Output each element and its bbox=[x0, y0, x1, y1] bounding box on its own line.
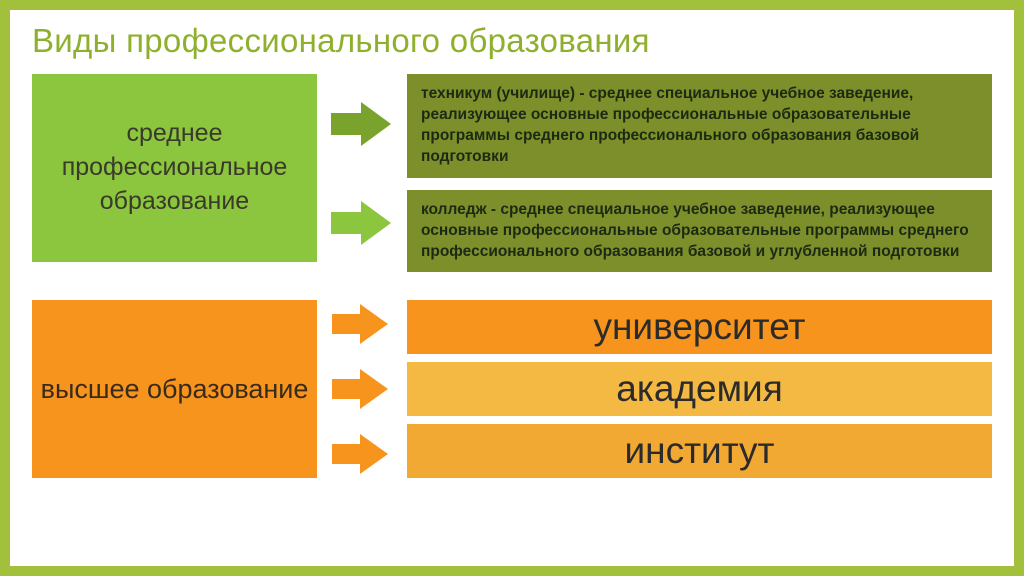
sec1-right-column: техникум (училище) - среднее специальное… bbox=[407, 74, 992, 272]
arrow-icon bbox=[331, 102, 393, 146]
arrow-icon bbox=[331, 201, 393, 245]
arrow-head bbox=[360, 304, 388, 344]
sec2-right-column: университет академия институт bbox=[407, 300, 992, 478]
section-higher-education: высшее образование университет академия … bbox=[32, 300, 992, 478]
secondary-edu-box: среднее профессиональное образование bbox=[32, 74, 317, 262]
arrow-icon bbox=[332, 434, 392, 474]
slide-frame: Виды профессионального образования средн… bbox=[0, 0, 1024, 576]
tehnikum-desc: техникум (училище) - среднее специальное… bbox=[407, 74, 992, 178]
arrow-shaft bbox=[331, 212, 365, 234]
higher-edu-box: высшее образование bbox=[32, 300, 317, 478]
arrow-head bbox=[361, 102, 391, 146]
academy-row: академия bbox=[407, 362, 992, 416]
section-secondary-education: среднее профессиональное образование тех… bbox=[32, 74, 992, 272]
sec2-arrows bbox=[327, 300, 397, 478]
slide-title: Виды профессионального образования bbox=[32, 22, 992, 60]
arrow-head bbox=[360, 369, 388, 409]
arrow-icon bbox=[332, 369, 392, 409]
arrow-head bbox=[360, 434, 388, 474]
university-row: университет bbox=[407, 300, 992, 354]
arrow-shaft bbox=[331, 113, 365, 135]
institute-row: институт bbox=[407, 424, 992, 478]
college-desc: колледж - среднее специальное учебное за… bbox=[407, 190, 992, 273]
arrow-head bbox=[361, 201, 391, 245]
arrow-icon bbox=[332, 304, 392, 344]
sec1-arrows bbox=[327, 74, 397, 272]
